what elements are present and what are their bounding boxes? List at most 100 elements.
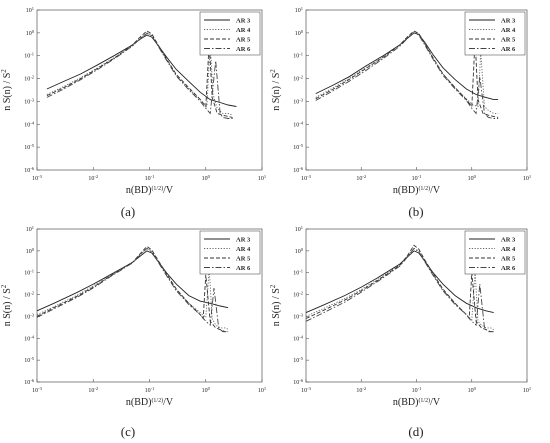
y-tick-label: 101 [26, 225, 34, 234]
y-tick-label: 10-3 [293, 97, 303, 106]
y-tick-label: 10-1 [24, 51, 34, 60]
y-tick-label: 10-6 [293, 378, 303, 387]
legend-entry: AR 6 [236, 46, 251, 53]
x-tick-label: 10-3 [301, 386, 311, 395]
legend-entry: AR 6 [501, 265, 516, 272]
chart-panel-b: 10-3 10-2 10-1 100 101 10-6 10-5 10-4 10-3 10-2 10… [269, 6, 531, 220]
series-line-ar-5 [305, 244, 494, 333]
y-axis-label: n S(n) / S2 [269, 69, 282, 111]
legend-entry: AR 4 [501, 27, 516, 34]
series-line-ar-6 [305, 247, 494, 333]
y-tick-label: 101 [295, 6, 303, 15]
y-tick-label: 100 [295, 28, 304, 37]
series-line-ar-6 [315, 32, 499, 119]
legend-entry: AR 6 [501, 46, 516, 53]
y-tick-label: 10-6 [24, 166, 34, 175]
x-tick-label: 10-1 [145, 174, 155, 183]
y-tick-label: 10-5 [293, 356, 303, 365]
legend-box [199, 230, 261, 275]
legend: AR 3 AR 4 AR 5 AR 6 [199, 11, 261, 56]
y-tick-label: 10-5 [24, 356, 34, 365]
x-tick-label: 100 [468, 174, 477, 183]
y-tick-label: 101 [295, 225, 303, 234]
panel-label: (a) [121, 204, 135, 219]
legend-entry: AR 4 [236, 27, 251, 34]
y-tick-label: 10-2 [24, 290, 34, 299]
x-tick-label: 10-2 [356, 174, 366, 183]
x-tick-label: 100 [202, 386, 211, 395]
y-tick-label: 10-3 [24, 312, 34, 321]
legend: AR 3 AR 4 AR 5 AR 6 [464, 230, 526, 275]
y-tick-label: 10-3 [24, 97, 34, 106]
panel-label: (d) [408, 424, 423, 439]
x-tick-label: 100 [202, 174, 211, 183]
legend-entry: AR 3 [501, 17, 516, 24]
x-axis-label: n(BD)(1/2)/V [126, 185, 174, 196]
legend-box [199, 11, 261, 56]
legend-entry: AR 4 [236, 246, 251, 253]
x-axis-label: n(BD)(1/2)/V [393, 397, 441, 408]
x-tick-label: 10-1 [412, 386, 422, 395]
legend-entry: AR 5 [236, 255, 251, 262]
y-tick-label: 10-4 [293, 120, 303, 128]
legend-entry: AR 3 [236, 17, 251, 24]
panel-label: (c) [121, 424, 135, 439]
legend-entry: AR 3 [236, 236, 251, 243]
x-tick-label: 10-3 [32, 386, 42, 395]
y-tick-label: 100 [26, 246, 35, 255]
y-tick-label: 10-2 [293, 290, 303, 299]
legend-entry: AR 5 [501, 255, 516, 262]
legend: AR 3 AR 4 AR 5 AR 6 [464, 11, 526, 56]
x-tick-label: 101 [523, 386, 531, 395]
chart-panel-d: 10-3 10-2 10-1 100 101 10-6 10-5 10-4 10-3 10-2 10… [269, 225, 531, 440]
x-tick-label: 101 [258, 174, 266, 183]
panel-label: (b) [408, 204, 423, 219]
y-tick-label: 10-2 [293, 74, 303, 83]
legend-entry: AR 3 [501, 236, 516, 243]
series-line-ar-3 [305, 250, 494, 314]
y-tick-label: 10-1 [24, 268, 34, 277]
y-tick-label: 10-4 [24, 120, 34, 128]
x-tick-label: 101 [258, 386, 266, 395]
series-line-ar-3 [36, 250, 229, 312]
y-tick-label: 10-4 [24, 334, 34, 343]
legend: AR 3 AR 4 AR 5 AR 6 [199, 230, 261, 275]
y-tick-label: 10-6 [293, 166, 303, 175]
y-tick-label: 10-5 [293, 143, 303, 152]
legend-entry: AR 5 [501, 36, 516, 43]
y-tick-label: 10-6 [24, 378, 34, 387]
x-tick-label: 100 [468, 386, 477, 395]
series-line-ar-5 [315, 30, 499, 118]
y-tick-label: 100 [26, 28, 35, 37]
series-line-ar-6 [46, 32, 233, 119]
x-tick-label: 10-3 [32, 174, 42, 183]
y-tick-label: 10-4 [293, 334, 303, 343]
y-tick-label: 10-1 [293, 268, 303, 277]
x-tick-label: 10-2 [356, 386, 366, 395]
y-tick-label: 100 [295, 246, 304, 255]
legend-entry: AR 5 [236, 36, 251, 43]
chart-panel-a: 10-3 10-2 10-1 100 101 10-6 10-5 10-4 10-3 10-2 10… [0, 6, 266, 220]
y-axis-label: n S(n) / S2 [0, 284, 13, 326]
legend-entry: AR 6 [236, 265, 251, 272]
x-tick-label: 10-2 [88, 386, 98, 395]
y-tick-label: 10-2 [24, 74, 34, 83]
legend-box [464, 230, 526, 275]
series-line-ar-4 [305, 247, 494, 330]
x-axis-label: n(BD)(1/2)/V [393, 185, 441, 196]
x-tick-label: 10-1 [145, 386, 155, 395]
y-tick-label: 101 [26, 6, 34, 15]
series-line-ar-6 [36, 247, 229, 333]
y-tick-label: 10-1 [293, 51, 303, 60]
legend-entry: AR 4 [501, 246, 516, 253]
x-tick-label: 10-2 [88, 174, 98, 183]
y-axis-label: n S(n) / S2 [0, 69, 13, 111]
x-axis-label: n(BD)(1/2)/V [126, 397, 174, 408]
y-axis-label: n S(n) / S2 [269, 284, 282, 326]
x-tick-label: 101 [523, 174, 531, 183]
legend-box [464, 11, 526, 56]
chart-panel-c: 10-3 10-2 10-1 100 101 10-6 10-5 10-4 10-3 10-2 10… [0, 225, 266, 440]
y-tick-label: 10-3 [293, 312, 303, 321]
y-tick-label: 10-5 [24, 143, 34, 152]
